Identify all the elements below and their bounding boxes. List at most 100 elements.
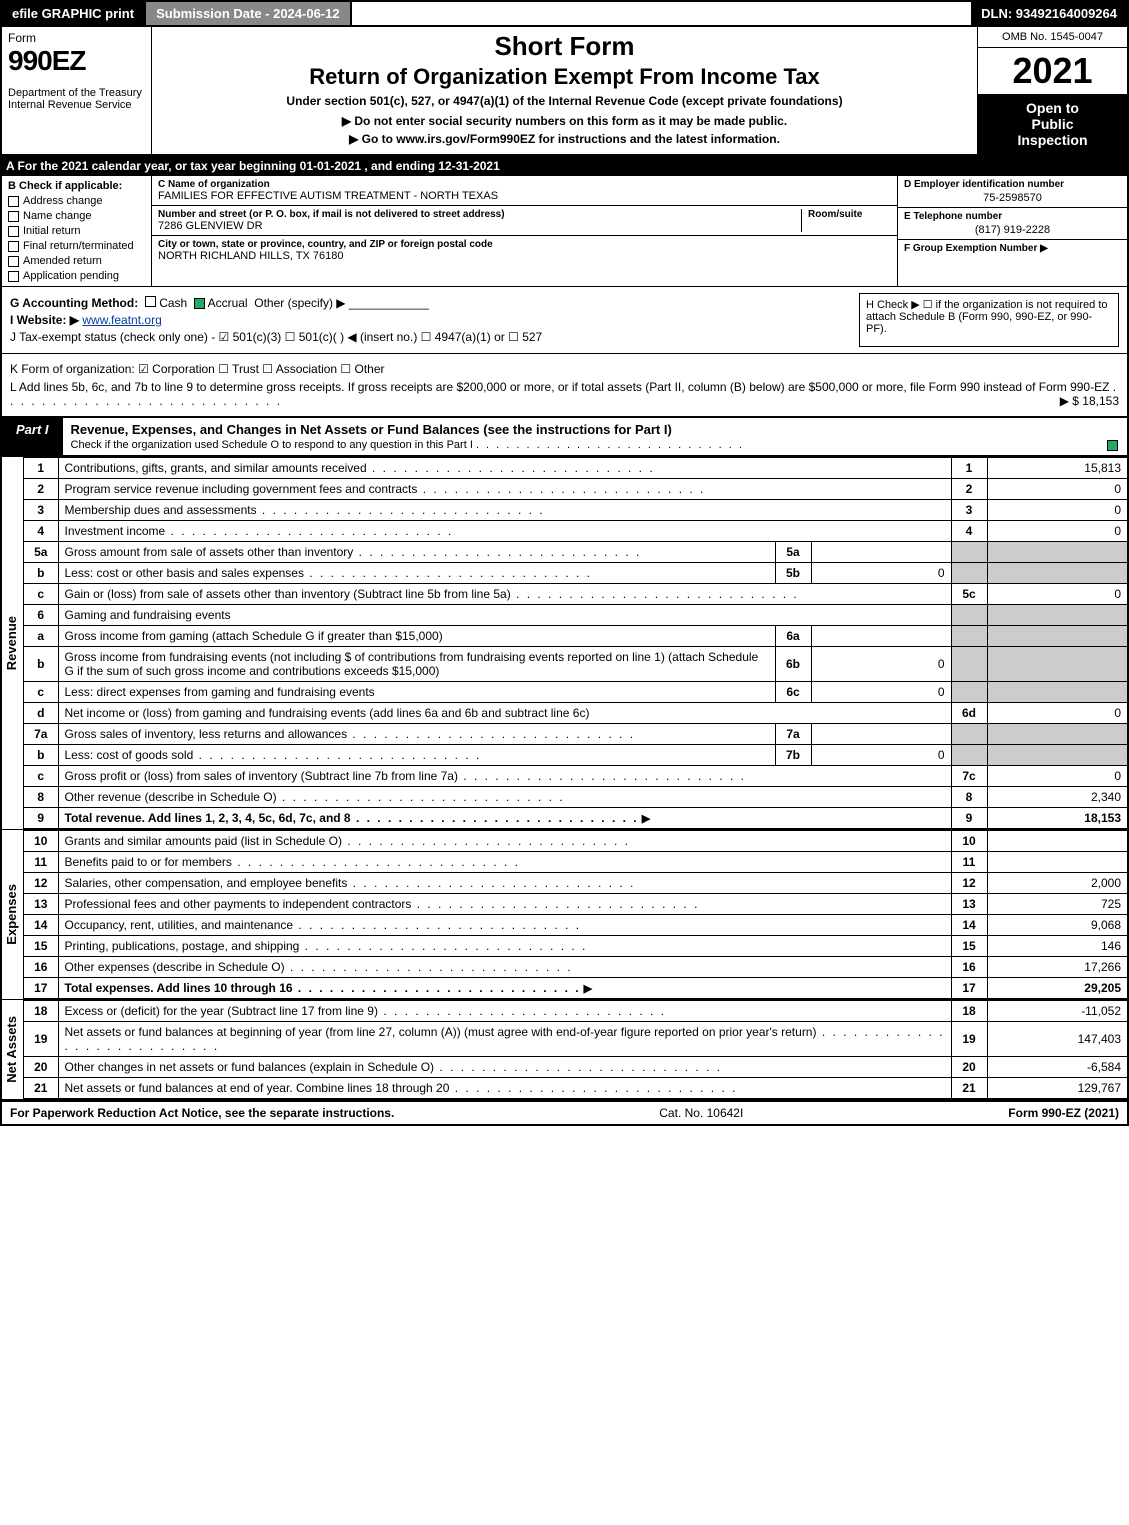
line-desc: Other changes in net assets or fund bala…	[65, 1060, 435, 1074]
form-number: 990EZ	[8, 45, 145, 77]
shaded-cell	[951, 724, 987, 745]
line-desc: Benefits paid to or for members	[65, 855, 232, 869]
line-num: 7a	[24, 724, 58, 745]
line-box: 12	[951, 873, 987, 894]
line-box: 19	[951, 1022, 987, 1057]
revenue-vlabel: Revenue	[2, 612, 23, 674]
checkbox-icon[interactable]	[8, 211, 19, 222]
line-desc: Total revenue. Add lines 1, 2, 3, 4, 5c,…	[65, 811, 351, 825]
header-right: OMB No. 1545-0047 2021 Open to Public In…	[977, 27, 1127, 154]
checkbox-checked-icon[interactable]	[194, 298, 205, 309]
checkbox-icon[interactable]	[8, 241, 19, 252]
line-num: 4	[24, 521, 58, 542]
inspection-badge: Open to Public Inspection	[978, 94, 1127, 154]
line-amount: 0	[987, 584, 1127, 605]
dept-treasury: Department of the Treasury	[8, 87, 145, 99]
checkbox-icon[interactable]	[8, 226, 19, 237]
chk-name-change[interactable]: Name change	[8, 210, 145, 222]
line-amount: 0	[987, 703, 1127, 724]
website-link[interactable]: www.featnt.org	[82, 313, 161, 327]
table-row: 10Grants and similar amounts paid (list …	[24, 831, 1127, 852]
checkbox-icon[interactable]	[8, 256, 19, 267]
chk-amended-return[interactable]: Amended return	[8, 255, 145, 267]
line-num: 8	[24, 787, 58, 808]
table-row: 8Other revenue (describe in Schedule O)8…	[24, 787, 1127, 808]
dots	[476, 439, 744, 451]
line-desc: Gross sales of inventory, less returns a…	[65, 727, 348, 741]
shaded-cell	[987, 542, 1127, 563]
shaded-cell	[951, 647, 987, 682]
line-num: 12	[24, 873, 58, 894]
line-box: 10	[951, 831, 987, 852]
line-num: 18	[24, 1001, 58, 1022]
line-box: 3	[951, 500, 987, 521]
row-g-accrual: Accrual	[208, 296, 248, 310]
line-num: 20	[24, 1057, 58, 1078]
checkbox-icon[interactable]	[145, 296, 156, 307]
ssn-warning: ▶ Do not enter social security numbers o…	[160, 114, 969, 128]
form-subtitle: Return of Organization Exempt From Incom…	[160, 64, 969, 90]
shaded-cell	[951, 605, 987, 626]
topbar-spacer	[352, 2, 972, 25]
line-sublabel: 7b	[775, 745, 811, 766]
table-row: 3Membership dues and assessments30	[24, 500, 1127, 521]
line-amount: 29,205	[987, 978, 1127, 999]
table-row: 1Contributions, gifts, grants, and simil…	[24, 458, 1127, 479]
line-desc: Net income or (loss) from gaming and fun…	[65, 706, 590, 720]
footer-formref: Form 990-EZ (2021)	[1008, 1106, 1119, 1120]
line-num: c	[24, 584, 58, 605]
inspection-line2: Public	[982, 116, 1123, 132]
checkbox-icon[interactable]	[8, 196, 19, 207]
line-box: 20	[951, 1057, 987, 1078]
rows-gij-left: G Accounting Method: Cash Accrual Other …	[10, 293, 851, 347]
table-row: 15Printing, publications, postage, and s…	[24, 936, 1127, 957]
col-c-org-info: C Name of organization FAMILIES FOR EFFE…	[152, 176, 897, 286]
city-row: City or town, state or province, country…	[152, 236, 897, 265]
table-row: bLess: cost of goods sold7b0	[24, 745, 1127, 766]
ein-label: D Employer identification number	[904, 179, 1121, 190]
submission-date-label: Submission Date - 2024-06-12	[146, 2, 352, 25]
line-box: 9	[951, 808, 987, 829]
chk-initial-return[interactable]: Initial return	[8, 225, 145, 237]
line-desc: Investment income	[65, 524, 166, 538]
chk-label: Address change	[23, 195, 103, 207]
table-row: cLess: direct expenses from gaming and f…	[24, 682, 1127, 703]
line-num: 2	[24, 479, 58, 500]
goto-link[interactable]: ▶ Go to www.irs.gov/Form990EZ for instru…	[160, 132, 969, 146]
chk-label: Name change	[23, 210, 92, 222]
shaded-cell	[987, 626, 1127, 647]
part1-checkbox[interactable]	[1097, 418, 1127, 455]
line-amount: 0	[987, 521, 1127, 542]
checkbox-icon[interactable]	[8, 271, 19, 282]
line-amount: 9,068	[987, 915, 1127, 936]
line-amount: 146	[987, 936, 1127, 957]
line-amount: 17,266	[987, 957, 1127, 978]
table-row: 19Net assets or fund balances at beginni…	[24, 1022, 1127, 1057]
row-g-accounting: G Accounting Method: Cash Accrual Other …	[10, 296, 851, 310]
line-amount: 0	[987, 500, 1127, 521]
chk-address-change[interactable]: Address change	[8, 195, 145, 207]
line-sublabel: 6b	[775, 647, 811, 682]
line-subval	[811, 626, 951, 647]
section-bcdef: B Check if applicable: Address change Na…	[0, 176, 1129, 287]
table-row: 18Excess or (deficit) for the year (Subt…	[24, 1001, 1127, 1022]
line-amount: 725	[987, 894, 1127, 915]
checkbox-checked-icon[interactable]	[1107, 440, 1118, 451]
chk-application-pending[interactable]: Application pending	[8, 270, 145, 282]
revenue-table: 1Contributions, gifts, grants, and simil…	[24, 457, 1127, 829]
chk-final-return[interactable]: Final return/terminated	[8, 240, 145, 252]
footer-left: For Paperwork Reduction Act Notice, see …	[10, 1106, 394, 1120]
line-desc: Salaries, other compensation, and employ…	[65, 876, 348, 890]
revenue-vlabel-cell: Revenue	[2, 457, 24, 829]
chk-label: Amended return	[23, 255, 102, 267]
table-row: 16Other expenses (describe in Schedule O…	[24, 957, 1127, 978]
row-a-tax-year: A For the 2021 calendar year, or tax yea…	[0, 156, 1129, 176]
line-num: 19	[24, 1022, 58, 1057]
table-row: 11Benefits paid to or for members11	[24, 852, 1127, 873]
line-box: 16	[951, 957, 987, 978]
line-desc: Other revenue (describe in Schedule O)	[65, 790, 277, 804]
line-desc: Program service revenue including govern…	[65, 482, 418, 496]
line-box: 11	[951, 852, 987, 873]
header-left: Form 990EZ Department of the Treasury In…	[2, 27, 152, 154]
efile-print-button[interactable]: efile GRAPHIC print	[2, 2, 146, 25]
